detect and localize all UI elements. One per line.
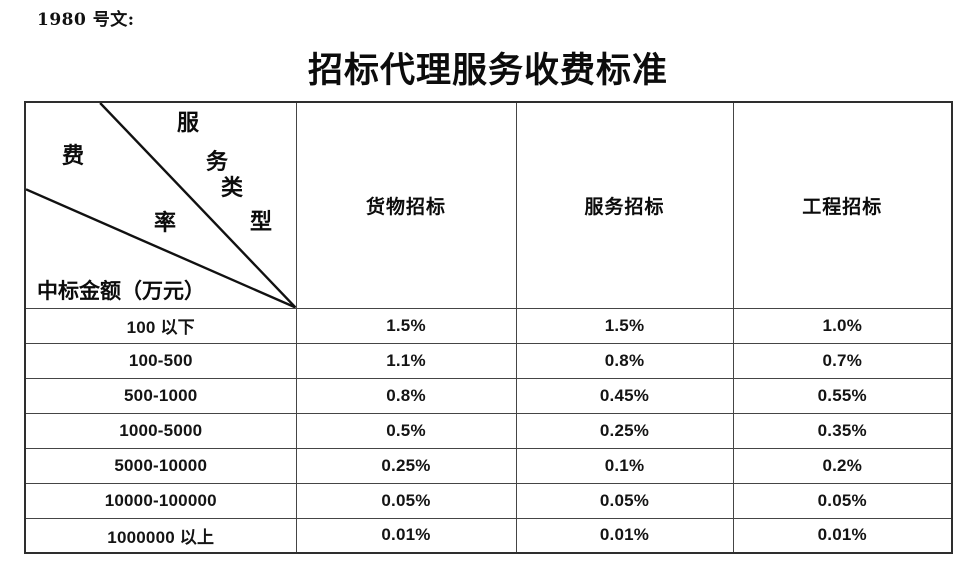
goods-rate-cell: 0.8%: [295, 377, 517, 414]
corner-label-amount: 中标金额（万元）: [37, 277, 205, 303]
table-row: 1000000 以上 0.01% 0.01% 0.01%: [24, 517, 953, 554]
engineering-rate-cell: 0.55%: [732, 377, 953, 414]
corner-label-service-type-char: 服: [177, 110, 200, 136]
table-row: 5000-10000 0.25% 0.1% 0.2%: [24, 447, 953, 484]
corner-label-service-type-char: 型: [250, 209, 273, 235]
engineering-rate-cell: 0.05%: [732, 482, 953, 519]
goods-rate-cell: 1.1%: [295, 342, 517, 379]
corner-label-fee-rate-char: 费: [62, 143, 85, 169]
corner-label-service-type-char: 类: [221, 175, 244, 201]
service-rate-cell: 0.05%: [515, 482, 734, 519]
amount-range-cell: 5000-10000: [24, 447, 297, 484]
engineering-rate-cell: 1.0%: [732, 307, 953, 344]
goods-rate-cell: 0.01%: [295, 517, 517, 554]
amount-range-cell: 1000000 以上: [24, 517, 297, 554]
amount-range-cell: 100 以下: [24, 307, 297, 344]
column-header-engineering: 工程招标: [732, 101, 953, 309]
engineering-rate-cell: 0.2%: [732, 447, 953, 484]
goods-rate-cell: 1.5%: [295, 307, 517, 344]
fee-standard-table: 服 务 类 型 费 率 中标金额（万元） 货物招标 服务招标 工程招标 100 …: [24, 101, 953, 554]
goods-rate-cell: 0.5%: [295, 412, 517, 449]
diagonal-corner-cell: 服 务 类 型 费 率 中标金额（万元）: [24, 101, 297, 309]
service-rate-cell: 0.1%: [515, 447, 734, 484]
table-row: 100 以下 1.5% 1.5% 1.0%: [24, 307, 953, 344]
corner-label-service-type-char: 务: [206, 149, 229, 175]
table-row: 500-1000 0.8% 0.45% 0.55%: [24, 377, 953, 414]
goods-rate-cell: 0.25%: [295, 447, 517, 484]
service-rate-cell: 1.5%: [515, 307, 734, 344]
table-row: 100-500 1.1% 0.8% 0.7%: [24, 342, 953, 379]
amount-range-cell: 10000-100000: [24, 482, 297, 519]
amount-range-cell: 500-1000: [24, 377, 297, 414]
doc-number-label: 1980 号文:: [37, 10, 135, 30]
corner-label-fee-rate-char: 率: [154, 210, 177, 236]
table-row: 10000-100000 0.05% 0.05% 0.05%: [24, 482, 953, 519]
goods-rate-cell: 0.05%: [295, 482, 517, 519]
engineering-rate-cell: 0.7%: [732, 342, 953, 379]
amount-range-cell: 100-500: [24, 342, 297, 379]
amount-range-cell: 1000-5000: [24, 412, 297, 449]
engineering-rate-cell: 0.35%: [732, 412, 953, 449]
column-header-goods: 货物招标: [295, 101, 517, 309]
service-rate-cell: 0.45%: [515, 377, 734, 414]
table-header-row: 服 务 类 型 费 率 中标金额（万元） 货物招标 服务招标 工程招标: [24, 101, 953, 309]
service-rate-cell: 0.25%: [515, 412, 734, 449]
page-title: 招标代理服务收费标准: [307, 50, 668, 91]
service-rate-cell: 0.8%: [515, 342, 734, 379]
service-rate-cell: 0.01%: [515, 517, 734, 554]
table-row: 1000-5000 0.5% 0.25% 0.35%: [24, 412, 953, 449]
diagonal-lines: [26, 103, 295, 307]
column-header-service: 服务招标: [515, 101, 734, 309]
engineering-rate-cell: 0.01%: [732, 517, 953, 554]
